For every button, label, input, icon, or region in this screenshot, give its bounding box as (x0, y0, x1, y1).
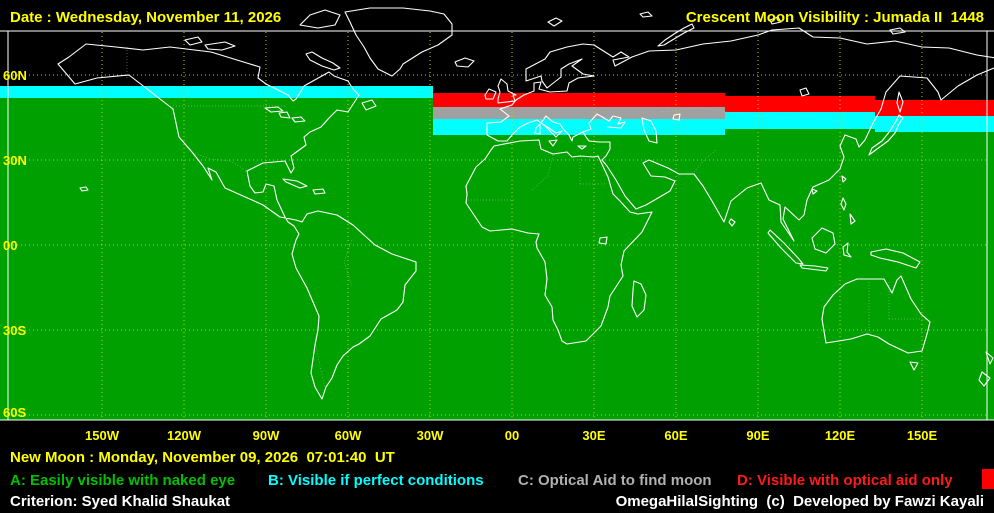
zone-b-band-europe (433, 119, 725, 135)
legend-item-a: A: Easily visible with naked eye (10, 472, 235, 489)
lat-label: 00 (3, 238, 17, 253)
zone-a-region (0, 98, 994, 420)
border-line (191, 151, 248, 172)
lon-label: 90W (253, 428, 280, 443)
zone-b-band-fareast (875, 116, 994, 132)
lon-label: 60E (664, 428, 687, 443)
lon-label: 150W (85, 428, 120, 443)
legend-item-b: B: Visible if perfect conditions (268, 472, 484, 489)
lon-label: 120W (167, 428, 202, 443)
credit-label: OmegaHilalSighting (c) Developed by Fawz… (616, 493, 984, 510)
coastline-lakes-seas (264, 87, 810, 245)
footer: New Moon : Monday, November 09, 2026 07:… (10, 449, 994, 510)
coastline-africa (465, 139, 653, 345)
legend-item-d: D: Visible with optical aid only (737, 472, 953, 489)
coastline-caribbean (79, 178, 326, 195)
coastline-europe-arctic-russia (486, 27, 994, 142)
coastline-australia-nz (821, 275, 994, 387)
lat-label: 60N (3, 68, 27, 83)
zone-d-band-east (875, 100, 994, 117)
coastlines (57, 7, 994, 400)
lon-label: 60W (335, 428, 362, 443)
border-line (659, 107, 846, 125)
lon-label: 150E (907, 428, 938, 443)
zone-c-band (433, 107, 725, 120)
border-line (531, 154, 554, 191)
coastline-indonesia-newguinea (767, 227, 921, 272)
map-frame (0, 30, 994, 421)
date-label: Date : Wednesday, November 11, 2026 (10, 9, 281, 26)
new-moon-label: New Moon : Monday, November 09, 2026 07:… (10, 449, 395, 466)
lon-label: 30W (417, 428, 444, 443)
graticule (9, 32, 986, 419)
latitude-labels: 60N 30N 00 30S 60S (3, 68, 27, 420)
legend-red-marker (982, 469, 994, 489)
zone-d-band-mid (725, 96, 875, 113)
coastline-americas (57, 43, 417, 400)
criterion-label: Criterion: Syed Khalid Shaukat (10, 493, 230, 510)
lat-label: 30S (3, 323, 26, 338)
page-title: Crescent Moon Visibility : Jumada II 144… (686, 9, 984, 26)
legend-item-c: C: Optical Aid to find moon (518, 472, 712, 489)
coastline-madagascar (631, 280, 647, 318)
country-borders (126, 47, 927, 389)
header: Date : Wednesday, November 11, 2026 Cres… (10, 9, 984, 26)
coastline-british-isles (484, 78, 517, 104)
lat-label: 60S (3, 405, 26, 420)
lon-label: 00 (505, 428, 519, 443)
zone-b-band-asia (725, 112, 875, 129)
coastline-east-asia-islands (728, 91, 904, 227)
border-line (693, 149, 717, 173)
zone-d-band-west (433, 93, 725, 109)
longitude-labels: 150W 120W 90W 60W 30W 00 30E 60E 90E 120… (85, 428, 937, 443)
border-line (314, 317, 326, 389)
lat-label: 30N (3, 153, 27, 168)
lon-label: 90E (746, 428, 769, 443)
zone-b-band-americas (0, 86, 433, 99)
border-line (868, 282, 927, 336)
coastline-asia-south (582, 67, 994, 242)
coastline-arctic-islands (184, 9, 906, 111)
lon-label: 120E (825, 428, 856, 443)
coastline-greenland (344, 7, 453, 77)
lon-label: 30E (582, 428, 605, 443)
